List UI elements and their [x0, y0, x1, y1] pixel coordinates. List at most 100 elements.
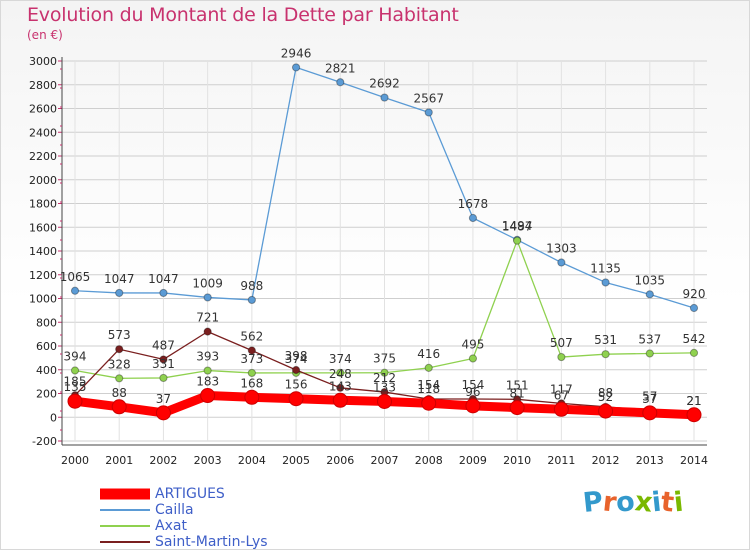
data-label: 375	[373, 352, 396, 366]
data-point	[203, 366, 212, 375]
data-point	[601, 278, 610, 287]
data-point	[155, 405, 171, 421]
data-label: 88	[598, 386, 613, 400]
data-label: 394	[64, 349, 87, 363]
x-tick-label: 2000	[61, 454, 89, 467]
chart-title: Evolution du Montant de la Dette par Hab…	[27, 4, 459, 26]
y-tick-label: 600	[36, 340, 57, 353]
legend-item: Saint-Martin-Lys	[100, 534, 268, 550]
data-label: 52	[598, 390, 613, 404]
y-tick-label: 200	[36, 388, 57, 401]
data-point	[601, 350, 610, 359]
x-tick-label: 2011	[547, 454, 575, 467]
legend-swatch	[100, 486, 150, 502]
data-label: 398	[285, 349, 308, 363]
data-label: 393	[196, 350, 219, 364]
data-point	[67, 393, 83, 409]
y-tick-label: 2800	[29, 79, 57, 92]
x-tick-label: 2005	[282, 454, 310, 467]
data-point	[424, 363, 433, 372]
data-point	[465, 398, 481, 414]
data-label: 1678	[458, 197, 489, 211]
data-label: 248	[329, 367, 352, 381]
data-point	[115, 345, 124, 354]
legend-swatch	[100, 518, 150, 534]
data-point	[689, 348, 699, 357]
legend-item: Cailla	[100, 502, 268, 518]
data-label: 1065	[60, 270, 91, 284]
data-point	[70, 286, 80, 295]
y-tick-label: 2200	[29, 150, 57, 163]
data-point	[70, 366, 80, 375]
data-label: 374	[285, 352, 308, 366]
data-label: 374	[329, 352, 352, 366]
data-label: 920	[683, 287, 706, 301]
data-point	[111, 399, 127, 415]
data-point	[686, 407, 702, 423]
data-point	[115, 288, 124, 298]
data-label: 495	[461, 337, 484, 351]
chart-unit-label: (en €)	[27, 28, 63, 42]
data-label: 542	[683, 332, 706, 346]
data-label: 185	[64, 374, 87, 388]
data-label: 57	[642, 389, 657, 403]
data-point	[468, 213, 478, 223]
legend-item: ARTIGUES	[100, 486, 268, 502]
data-label: 988	[240, 279, 263, 293]
legend-label: Axat	[155, 518, 187, 534]
x-tick-label: 2006	[326, 454, 354, 467]
data-point	[247, 368, 256, 378]
data-point	[200, 388, 216, 404]
data-label: 1009	[192, 276, 223, 290]
legend-item: Axat	[100, 518, 268, 534]
data-point	[421, 395, 437, 411]
data-label: 154	[417, 378, 440, 392]
x-tick-label: 2012	[592, 454, 620, 467]
data-label: 88	[112, 386, 127, 400]
data-point	[203, 327, 212, 336]
data-point	[247, 295, 256, 305]
data-point	[598, 403, 614, 419]
data-label: 154	[461, 378, 484, 392]
legend-label: Saint-Martin-Lys	[155, 534, 268, 550]
x-tick-label: 2003	[194, 454, 222, 467]
legend-label: Cailla	[155, 502, 194, 518]
data-label: 135	[64, 380, 87, 394]
y-tick-label: 400	[36, 364, 57, 377]
data-point	[203, 293, 212, 302]
data-point	[553, 401, 569, 417]
data-label: 37	[642, 392, 657, 406]
data-label: 1494	[502, 219, 533, 233]
y-tick-label: -200	[32, 435, 57, 448]
data-point	[557, 352, 566, 362]
data-label: 1135	[590, 261, 621, 275]
legend-label: ARTIGUES	[155, 486, 225, 502]
data-label: 21	[686, 394, 701, 408]
data-label: 212	[373, 371, 396, 385]
data-point	[336, 383, 345, 392]
x-tick-label: 2001	[105, 454, 133, 467]
y-tick-label: 1400	[29, 245, 57, 258]
y-tick-label: 800	[36, 316, 57, 329]
data-label: 507	[550, 336, 573, 350]
data-point	[159, 373, 168, 383]
data-label: 117	[550, 382, 573, 396]
data-label: 1047	[148, 272, 179, 286]
proxiti-logo: Proxiti	[581, 486, 685, 519]
data-point	[468, 354, 478, 363]
data-label: 2567	[413, 91, 444, 105]
y-tick-label: 1200	[29, 269, 57, 282]
data-label: 156	[285, 378, 308, 392]
data-label: 1487	[502, 220, 533, 234]
data-point	[689, 303, 699, 313]
x-tick-label: 2008	[415, 454, 443, 467]
x-tick-label: 2002	[149, 454, 177, 467]
data-point	[645, 290, 654, 299]
data-label: 573	[108, 328, 131, 342]
data-label: 21	[686, 394, 701, 408]
data-label: 151	[506, 378, 529, 392]
data-label: 96	[465, 385, 480, 399]
x-tick-label: 2013	[636, 454, 664, 467]
legend-swatch	[100, 534, 150, 550]
